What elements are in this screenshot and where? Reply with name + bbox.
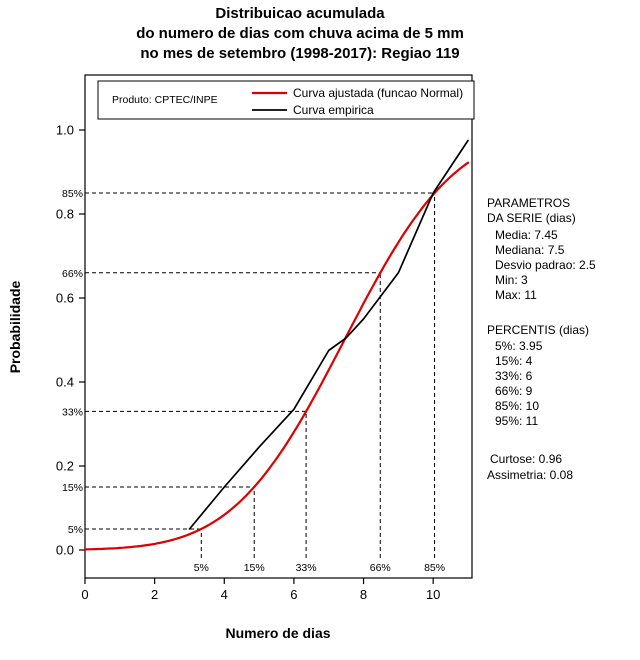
percentil-33: 33%: 6 (495, 369, 533, 383)
stat-media: Media: 7.45 (495, 228, 558, 242)
stats-panel: PARAMETROS DA SERIE (dias) Media: 7.45 M… (487, 196, 596, 482)
stat-curtose: Curtose: 0.96 (490, 452, 562, 466)
x-tick-label: 0 (81, 587, 88, 602)
curves-layer (83, 139, 470, 551)
x-tick-label: 4 (221, 587, 228, 602)
stat-mediana: Mediana: 7.5 (495, 243, 565, 257)
guide-left-label-33%: 33% (62, 406, 83, 418)
parametros-title-line-1: PARAMETROS (487, 196, 570, 210)
y-axis-title: Probabilidade (7, 281, 23, 374)
stat-min: Min: 3 (495, 273, 528, 287)
plot-border (84, 74, 473, 579)
title-line-3: no mes de setembro (1998-2017): Regiao 1… (140, 45, 459, 62)
y-tick-label: 1.0 (56, 123, 74, 138)
x-tick-label: 2 (151, 587, 158, 602)
y-tick-label: 0.6 (56, 291, 74, 306)
percentil-15: 15%: 4 (495, 354, 533, 368)
axes-layer: 0 2 4 6 8 10 0.0 0.2 0.4 0.6 0.8 1.0 (56, 123, 440, 603)
empirical-curve-path (188, 139, 469, 530)
y-tick-label: 0.2 (56, 459, 74, 474)
x-tick-label: 6 (290, 587, 297, 602)
fitted-curve-path (83, 161, 470, 551)
guide-left-label-85%: 85% (62, 188, 83, 200)
percentile-guides-layer: 5% 5% 15% 15% 33% 33% 66% 66% 85% 85% (62, 188, 445, 574)
legend: Produto: CPTEC/INPE Curva ajustada (func… (97, 80, 475, 120)
produto-label: Produto: CPTEC/INPE (112, 94, 218, 106)
y-tick-label: 0.8 (56, 207, 74, 222)
guide-left-label-5%: 5% (68, 524, 83, 536)
guide-left-label-66%: 66% (62, 268, 83, 280)
legend-label-fitted-curve: Curva ajustada (funcao Normal) (293, 86, 463, 100)
x-axis-title: Numero de dias (225, 625, 330, 641)
stat-max: Max: 11 (495, 288, 537, 302)
legend-box (97, 80, 475, 120)
y-tick-label: 0.4 (56, 375, 74, 390)
parametros-title-line-2: DA SERIE (dias) (487, 211, 576, 225)
stat-assimetria: Assimetria: 0.08 (487, 468, 573, 482)
guide-bottom-label-85%: 85% (424, 562, 445, 574)
guide-bottom-label-5%: 5% (194, 562, 209, 574)
percentis-title: PERCENTIS (dias) (487, 323, 589, 337)
percentil-5: 5%: 3.95 (495, 339, 543, 353)
x-tick-label: 10 (426, 587, 440, 602)
guide-left-label-15%: 15% (62, 482, 83, 494)
percentil-66: 66%: 9 (495, 384, 533, 398)
percentil-85: 85%: 10 (495, 399, 539, 413)
guide-bottom-label-15%: 15% (244, 562, 265, 574)
guide-bottom-label-66%: 66% (370, 562, 391, 574)
y-tick-label: 0.0 (56, 543, 74, 558)
title-line-1: Distribuicao acumulada (215, 5, 385, 22)
x-tick-label: 8 (360, 587, 367, 602)
guide-bottom-label-33%: 33% (296, 562, 317, 574)
title-line-2: do numero de dias com chuva acima de 5 m… (136, 25, 464, 42)
percentil-95: 95%: 11 (495, 414, 538, 428)
legend-label-empirical-curve: Curva empirica (293, 103, 374, 117)
stat-desvio-padrao: Desvio padrao: 2.5 (495, 258, 596, 272)
